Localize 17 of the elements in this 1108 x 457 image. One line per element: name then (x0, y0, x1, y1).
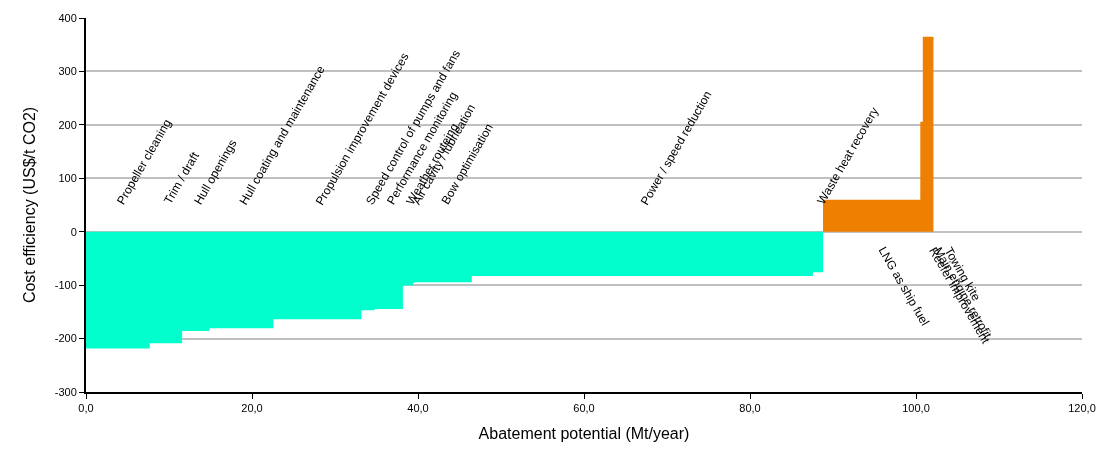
y-tick-label: -100 (54, 278, 77, 291)
x-axis-title: Abatement potential (Mt/year) (478, 425, 690, 443)
y-tick-label: -200 (54, 332, 77, 345)
y-tick-label: 100 (58, 172, 77, 185)
x-tick-label: 40,0 (407, 402, 429, 415)
x-tick-label: 0,0 (78, 402, 94, 415)
y-tick-label: -300 (54, 385, 77, 398)
y-tick-label: 0 (70, 225, 77, 238)
x-tick-label: 120,0 (1068, 402, 1096, 415)
x-tick-label: 60,0 (573, 402, 595, 415)
x-tick-label: 20,0 (241, 402, 263, 415)
y-tick-label: 400 (58, 11, 77, 24)
y-tick-label: 200 (58, 118, 77, 131)
x-tick-label: 80,0 (739, 402, 761, 415)
x-tick-label: 100,0 (902, 402, 930, 415)
y-axis-title: Cost efficiency (US$/t CO2) (21, 106, 39, 304)
y-tick-label: 300 (58, 65, 77, 78)
